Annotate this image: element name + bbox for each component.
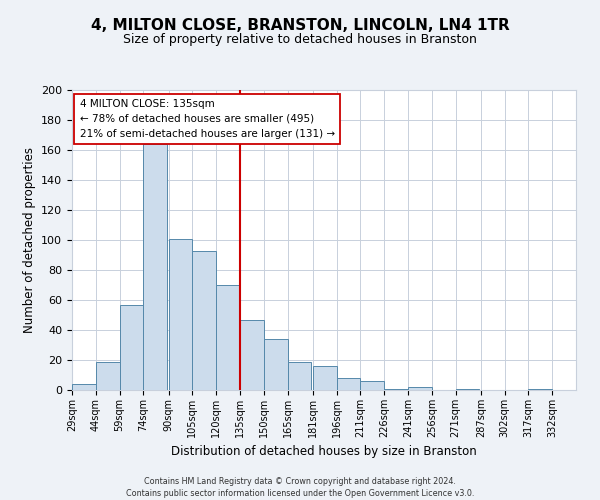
- Bar: [408, 387, 432, 390]
- Bar: [313, 366, 337, 390]
- Y-axis label: Number of detached properties: Number of detached properties: [23, 147, 35, 333]
- Text: Size of property relative to detached houses in Branston: Size of property relative to detached ho…: [123, 32, 477, 46]
- Bar: [529, 388, 552, 390]
- Bar: [216, 285, 240, 390]
- Text: 4, MILTON CLOSE, BRANSTON, LINCOLN, LN4 1TR: 4, MILTON CLOSE, BRANSTON, LINCOLN, LN4 …: [91, 18, 509, 32]
- Bar: [455, 388, 479, 390]
- Bar: [169, 238, 193, 390]
- Text: Contains HM Land Registry data © Crown copyright and database right 2024.: Contains HM Land Registry data © Crown c…: [144, 478, 456, 486]
- Bar: [361, 381, 384, 390]
- Bar: [96, 362, 119, 390]
- Text: Contains public sector information licensed under the Open Government Licence v3: Contains public sector information licen…: [126, 489, 474, 498]
- Bar: [264, 339, 287, 390]
- Bar: [240, 320, 264, 390]
- Bar: [143, 144, 167, 390]
- Bar: [119, 304, 143, 390]
- Bar: [72, 384, 96, 390]
- Bar: [193, 250, 216, 390]
- Text: 4 MILTON CLOSE: 135sqm
← 78% of detached houses are smaller (495)
21% of semi-de: 4 MILTON CLOSE: 135sqm ← 78% of detached…: [80, 99, 335, 138]
- X-axis label: Distribution of detached houses by size in Branston: Distribution of detached houses by size …: [171, 446, 477, 458]
- Bar: [337, 378, 361, 390]
- Bar: [287, 362, 311, 390]
- Bar: [384, 388, 408, 390]
